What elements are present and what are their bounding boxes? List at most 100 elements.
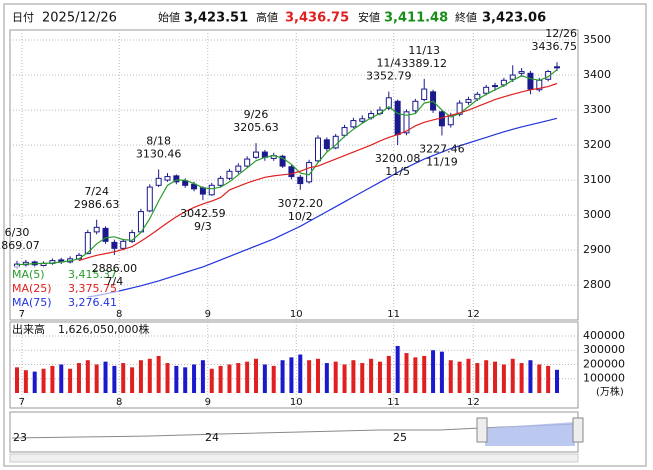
candle-body — [84, 232, 91, 255]
annotation-date: 11/19 — [426, 155, 458, 168]
y-tick-label: 100000 — [583, 372, 625, 385]
annotation-value: 3389.12 — [401, 57, 447, 70]
candle-body — [483, 86, 490, 94]
volume-bar — [103, 361, 108, 393]
x-tick-label: 12 — [467, 309, 480, 320]
candle-body — [208, 184, 215, 196]
volume-bar — [422, 355, 427, 393]
volume-bar — [271, 365, 276, 393]
annotation-value: 3436.75 — [532, 40, 578, 53]
x-tick-label: 10 — [290, 309, 303, 320]
x-tick-label: 9 — [205, 397, 211, 408]
candle-body — [155, 177, 162, 186]
volume-bar — [121, 363, 126, 393]
annotation-value: 2869.07 — [0, 239, 40, 252]
candle-body — [509, 74, 516, 80]
candle-body — [93, 226, 100, 233]
volume-bar — [76, 363, 81, 393]
volume-bar — [448, 360, 453, 393]
volume-bar — [174, 365, 179, 393]
annotation-value: 3072.20 — [278, 197, 324, 210]
volume-bar — [138, 360, 143, 393]
x-tick-label: 11 — [387, 397, 400, 408]
candle-body — [385, 97, 392, 109]
volume-bar — [192, 364, 197, 393]
volume-bar — [85, 360, 90, 393]
legend-value: 3,276.41 — [68, 296, 117, 309]
y-tick-label: 200000 — [583, 357, 625, 370]
candle-body — [235, 165, 242, 172]
annotation-date: 11/5 — [385, 165, 410, 178]
candle-body — [226, 170, 233, 179]
annotation-value: 3227.46 — [419, 142, 465, 155]
volume-bar — [386, 355, 391, 393]
navigator-range — [485, 422, 575, 446]
annotation-date: 11/4 — [376, 57, 401, 70]
volume-bar — [50, 365, 55, 393]
navigator-line — [11, 423, 576, 439]
volume-bar — [130, 367, 135, 393]
volume-bar — [298, 354, 303, 393]
volume-bar — [15, 367, 19, 393]
volume-bar — [369, 358, 374, 393]
volume-bar — [254, 358, 259, 393]
annotation-date: 7/24 — [84, 185, 109, 198]
candle-body — [120, 240, 127, 249]
volume-bar — [333, 361, 338, 393]
volume-bar — [218, 365, 223, 393]
volume-bar — [457, 361, 462, 393]
volume-bar — [236, 363, 241, 393]
y-tick-label: 3000 — [583, 208, 611, 221]
navigator-handle[interactable] — [572, 417, 584, 443]
y-tick-label: 3100 — [583, 173, 611, 186]
volume-bar — [41, 368, 46, 393]
x-tick-label: 7 — [19, 309, 25, 320]
candle-body — [182, 180, 189, 186]
annotation-value: 3130.46 — [136, 147, 182, 160]
candle-body — [199, 187, 206, 195]
header-label: 安値 — [358, 10, 380, 24]
ma-line — [87, 117, 558, 298]
ma-line — [16, 69, 558, 266]
volume-bar — [112, 365, 117, 393]
candle-body — [279, 155, 286, 167]
header-label: 終値 — [455, 10, 477, 24]
annotation-date: 12/26 — [545, 27, 577, 40]
volume-bar — [360, 363, 365, 393]
volume-bar — [475, 363, 480, 393]
header-date: 2025/12/26 — [42, 11, 117, 26]
volume-bar — [510, 358, 515, 393]
volume-bar — [147, 358, 152, 393]
legend-box — [11, 266, 119, 310]
volume-bar — [209, 368, 214, 393]
annotation-value: 2986.63 — [74, 198, 120, 211]
volume-bar — [156, 355, 161, 393]
navigator-handle[interactable] — [476, 417, 488, 443]
volume-bar — [537, 364, 542, 393]
scrollbar[interactable] — [9, 453, 579, 463]
volume-bar — [289, 357, 294, 393]
y-tick-label: 3400 — [583, 68, 611, 81]
y-tick-label: 400000 — [583, 329, 625, 342]
y-tick-label: 3300 — [583, 103, 611, 116]
volume-bar — [493, 361, 498, 393]
y-tick-label: 2800 — [583, 278, 611, 291]
y-tick-label: 3200 — [583, 138, 611, 151]
candle-body — [323, 139, 330, 150]
volume-bar — [377, 361, 382, 393]
volume-bar — [280, 360, 285, 393]
annotation-value: 3205.63 — [233, 121, 279, 134]
x-tick-label: 8 — [116, 397, 122, 408]
legend-name: MA(25) — [12, 282, 52, 295]
candle-body — [102, 227, 109, 242]
legend-name: MA(5) — [12, 268, 45, 281]
candle-body — [465, 99, 472, 103]
y-tick-label: 300000 — [583, 343, 625, 356]
candle-body — [527, 72, 534, 90]
volume-bar — [23, 370, 28, 393]
x-tick-label: 8 — [116, 309, 122, 320]
ma-line — [78, 82, 558, 262]
volume-bar — [342, 364, 347, 393]
x-tick-label: 7 — [19, 397, 25, 408]
